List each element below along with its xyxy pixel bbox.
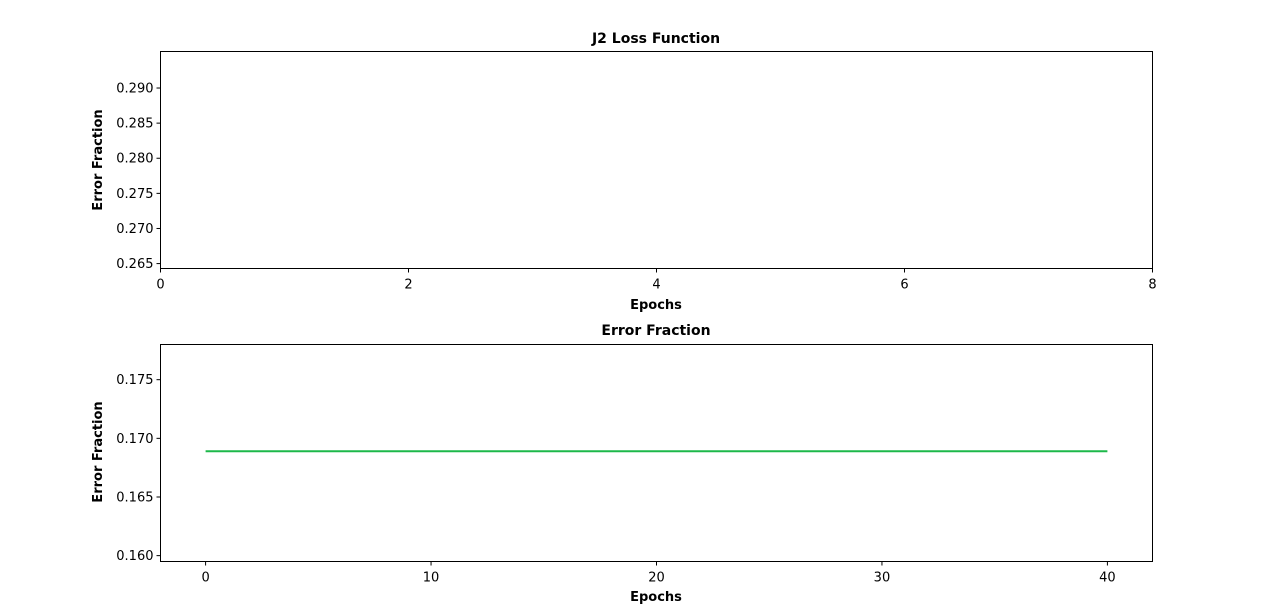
loss-chart-title: J2 Loss Function [591,31,720,47]
error-chart-y-tick-label: 0.165 [116,490,153,505]
loss-chart-x-tick-label: 8 [1148,278,1156,293]
error-chart-y-tick-label: 0.175 [116,373,153,388]
loss-chart-x-tick-label: 6 [900,278,908,293]
loss-chart-y-tick-label: 0.265 [116,257,153,272]
error-chart-x-ticks: 0 10 20 30 40 [201,561,1116,586]
loss-chart-frame [160,51,1153,269]
loss-chart-y-tick-label: 0.275 [116,187,153,202]
loss-chart-y-tick-label: 0.270 [116,222,153,237]
error-chart: Error Fraction 0 10 20 30 40 0.160 0.165 0.170… [91,323,1153,605]
error-chart-x-tick-label: 0 [201,571,209,586]
error-chart-x-tick-label: 10 [423,571,440,586]
loss-chart-x-tick-label: 2 [404,278,412,293]
error-chart-title: Error Fraction [601,323,710,339]
error-chart-y-label: Error Fraction [91,401,106,502]
error-chart-y-tick-label: 0.160 [116,549,153,564]
loss-chart-y-label: Error Fraction [91,109,106,210]
loss-chart-x-tick-label: 0 [156,278,164,293]
error-chart-x-tick-label: 30 [874,571,891,586]
error-chart-x-label: Epochs [630,590,682,605]
error-chart-x-tick-label: 20 [648,571,665,586]
loss-chart-x-label: Epochs [630,298,682,313]
error-chart-y-ticks: 0.160 0.165 0.170 0.175 [116,373,161,564]
loss-chart-y-tick-label: 0.280 [116,152,153,167]
loss-chart-x-ticks: 0 2 4 6 8 [156,268,1157,293]
error-chart-x-tick-label: 40 [1099,571,1116,586]
loss-chart-y-tick-label: 0.290 [116,82,153,97]
error-chart-frame [160,344,1153,562]
loss-chart-x-tick-label: 4 [652,278,660,293]
loss-chart-y-ticks: 0.265 0.270 0.275 0.280 0.285 0.290 [116,82,161,272]
loss-chart-y-tick-label: 0.285 [116,117,153,132]
error-chart-y-tick-label: 0.170 [116,432,153,447]
